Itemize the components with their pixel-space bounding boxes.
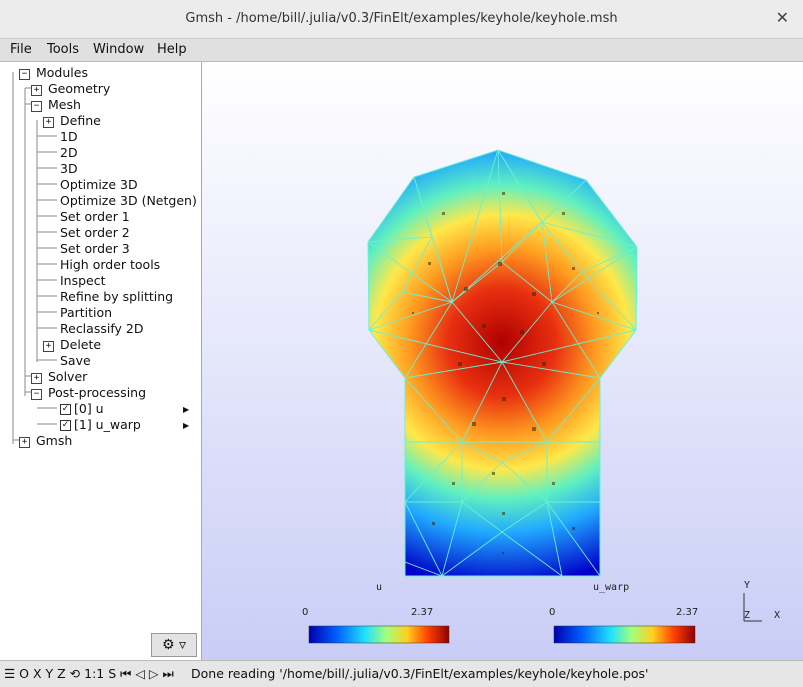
collapse-post-icon[interactable]: − bbox=[31, 389, 42, 400]
tree-mesh-order-1[interactable]: Set order 1 bbox=[60, 209, 130, 224]
menu-tools[interactable]: Tools bbox=[47, 42, 80, 57]
scale-u-bar bbox=[308, 625, 450, 644]
tree-post-processing[interactable]: Post-processing bbox=[48, 385, 147, 400]
expand-delete-icon[interactable]: + bbox=[43, 341, 54, 352]
tree-mesh-high-order-tools[interactable]: High order tools bbox=[60, 257, 161, 272]
view-1-menu-icon[interactable]: ▶ bbox=[183, 421, 190, 430]
tree-mesh-2d[interactable]: 2D bbox=[60, 145, 78, 160]
tree-modules[interactable]: Modules bbox=[36, 65, 88, 80]
tree-view-u-warp[interactable]: [1] u_warp bbox=[74, 417, 141, 432]
scale-u-warp-bar bbox=[553, 625, 696, 644]
scale-u-warp-min: 0 bbox=[549, 607, 555, 618]
scale-u-min: 0 bbox=[302, 607, 308, 618]
window-title: Gmsh - /home/bill/.julia/v0.3/FinElt/exa… bbox=[185, 11, 618, 26]
keyhole-plot[interactable]: u 0 2.37 u_warp 0 2.37 Y Z X bbox=[202, 62, 803, 660]
tree-mesh-define[interactable]: Define bbox=[60, 113, 101, 128]
close-icon[interactable]: ✕ bbox=[775, 8, 789, 27]
menu-window[interactable]: Window bbox=[93, 42, 145, 57]
tree-view-u[interactable]: [0] u bbox=[74, 401, 104, 416]
axis-x-label: X bbox=[774, 610, 780, 621]
tree-mesh-delete[interactable]: Delete bbox=[60, 337, 102, 352]
module-tree: − Modules + Geometry − Mesh + Define 1D … bbox=[0, 62, 202, 660]
scale-u-warp-max: 2.37 bbox=[676, 607, 698, 618]
menu-file[interactable]: File bbox=[10, 42, 32, 57]
menu-help[interactable]: Help bbox=[157, 42, 187, 57]
expand-gmsh-icon[interactable]: + bbox=[19, 437, 30, 448]
tree-mesh-order-2[interactable]: Set order 2 bbox=[60, 225, 130, 240]
node-markers bbox=[412, 192, 599, 554]
view-0-menu-icon[interactable]: ▶ bbox=[183, 405, 190, 414]
gear-icon[interactable]: ⚙ ▿ bbox=[151, 633, 197, 657]
tree-mesh-order-3[interactable]: Set order 3 bbox=[60, 241, 130, 256]
title-bar: Gmsh - /home/bill/.julia/v0.3/FinElt/exa… bbox=[0, 0, 803, 39]
expand-geometry-icon[interactable]: + bbox=[31, 85, 42, 96]
tree-mesh-3d[interactable]: 3D bbox=[60, 161, 78, 176]
collapse-modules-icon[interactable]: − bbox=[19, 69, 30, 80]
tree-lines bbox=[12, 72, 57, 444]
view-0-checkbox[interactable]: ✓ bbox=[60, 404, 71, 415]
status-message: Done reading '/home/bill/.julia/v0.3/Fin… bbox=[191, 666, 649, 681]
graphics-view[interactable]: u 0 2.37 u_warp 0 2.37 Y Z X bbox=[202, 62, 803, 660]
tree-mesh-refine[interactable]: Refine by splitting bbox=[60, 289, 174, 304]
axes-triad bbox=[743, 593, 762, 622]
tree-mesh-partition[interactable]: Partition bbox=[60, 305, 113, 320]
status-bar: ☰ O X Y Z ⟲ 1:1 S ⏮ ◁ ▷ ⏭ Done reading '… bbox=[0, 660, 803, 687]
tree-mesh-save[interactable]: Save bbox=[60, 353, 91, 368]
view-control-icons[interactable]: ☰ O X Y Z ⟲ 1:1 S ⏮ ◁ ▷ ⏭ bbox=[4, 666, 174, 681]
tree-mesh[interactable]: Mesh bbox=[48, 97, 81, 112]
tree-mesh-reclassify[interactable]: Reclassify 2D bbox=[60, 321, 144, 336]
view-1-checkbox[interactable]: ✓ bbox=[60, 420, 71, 431]
scale-u-warp-label: u_warp bbox=[593, 582, 629, 593]
scale-u-max: 2.37 bbox=[411, 607, 433, 618]
mesh-lines bbox=[368, 150, 637, 576]
tree-mesh-optimize-netgen[interactable]: Optimize 3D (Netgen) bbox=[60, 193, 197, 208]
scale-u-label: u bbox=[376, 582, 382, 593]
tree-mesh-optimize-3d[interactable]: Optimize 3D bbox=[60, 177, 138, 192]
expand-solver-icon[interactable]: + bbox=[31, 373, 42, 384]
tree-mesh-1d[interactable]: 1D bbox=[60, 129, 78, 144]
axis-y-label: Y bbox=[744, 580, 750, 591]
axis-z-label: Z bbox=[744, 610, 750, 621]
expand-define-icon[interactable]: + bbox=[43, 117, 54, 128]
menu-bar: File Tools Window Help bbox=[0, 39, 803, 62]
tree-mesh-inspect[interactable]: Inspect bbox=[60, 273, 106, 288]
tree-gmsh[interactable]: Gmsh bbox=[36, 433, 73, 448]
collapse-mesh-icon[interactable]: − bbox=[31, 101, 42, 112]
tree-geometry[interactable]: Geometry bbox=[48, 81, 111, 96]
tree-solver[interactable]: Solver bbox=[48, 369, 88, 384]
